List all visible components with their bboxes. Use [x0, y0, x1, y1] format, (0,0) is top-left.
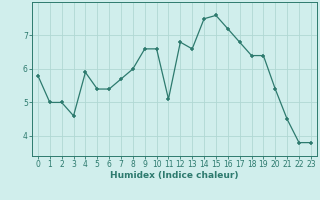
X-axis label: Humidex (Indice chaleur): Humidex (Indice chaleur): [110, 171, 239, 180]
